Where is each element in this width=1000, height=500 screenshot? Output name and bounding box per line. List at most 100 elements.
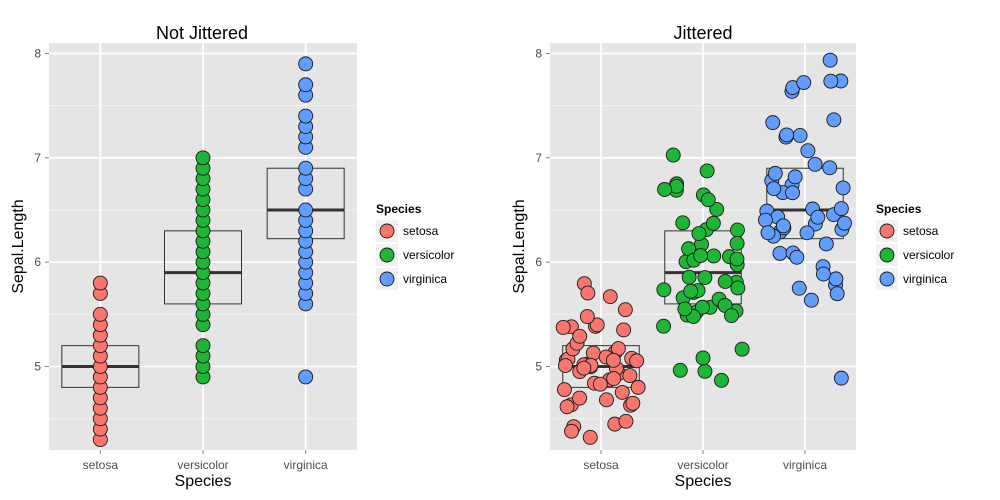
- data-point: [730, 222, 745, 238]
- legend-item-virginica: virginica: [376, 268, 447, 290]
- data-point: [656, 318, 672, 334]
- data-point: [589, 317, 605, 333]
- data-point: [675, 215, 691, 231]
- data-point: [772, 245, 788, 261]
- data-point: [826, 112, 842, 128]
- data-point: [829, 286, 845, 302]
- y-tick-label: 6: [535, 255, 542, 269]
- legend-label: setosa: [903, 224, 939, 238]
- data-point: [630, 379, 646, 395]
- data-point: [833, 201, 849, 217]
- data-point: [657, 182, 673, 197]
- x-axis-title: Species: [175, 473, 232, 490]
- data-point: [691, 226, 707, 241]
- data-point: [705, 215, 721, 231]
- legend-label: versicolor: [403, 248, 454, 262]
- legend-item-setosa: setosa: [376, 220, 439, 242]
- data-point: [734, 341, 750, 357]
- data-point: [709, 201, 725, 217]
- data-point: [580, 285, 596, 301]
- data-point: [585, 345, 601, 361]
- data-point: [796, 75, 812, 90]
- y-tick-label: 7: [34, 151, 41, 165]
- data-point: [822, 160, 838, 176]
- data-point: [757, 212, 773, 228]
- data-point: [298, 56, 314, 72]
- legend-item-versicolor: versicolor: [376, 244, 454, 266]
- data-point: [803, 292, 819, 308]
- data-point: [792, 128, 808, 143]
- data-point: [699, 163, 715, 179]
- data-point: [775, 218, 791, 234]
- data-point: [572, 328, 588, 344]
- data-point: [298, 77, 314, 93]
- legend-item-versicolor: versicolor: [876, 244, 954, 266]
- data-point: [681, 269, 697, 285]
- data-point: [298, 160, 314, 176]
- points-virginica: [298, 56, 314, 385]
- data-point: [822, 52, 838, 68]
- points-setosa: [92, 275, 108, 448]
- data-point: [837, 215, 852, 231]
- legend-key-marker: [379, 223, 395, 239]
- x-axis-title: Species: [675, 473, 732, 490]
- y-axis-title: Sepal.Length: [511, 199, 528, 293]
- chart-panel-1: 5 6 7 8 setosa versicolor virginica Jittered Spe…: [511, 23, 954, 490]
- y-tick-label: 5: [535, 360, 542, 374]
- x-tick-label: versicolor: [177, 458, 228, 472]
- data-point: [592, 376, 608, 392]
- data-point: [629, 353, 645, 369]
- data-point: [556, 382, 572, 398]
- data-point: [791, 280, 807, 296]
- chart-title: Jittered: [673, 23, 732, 43]
- data-point: [605, 352, 621, 368]
- data-point: [195, 338, 211, 354]
- data-point: [818, 236, 834, 252]
- data-point: [572, 390, 588, 406]
- legend-label: setosa: [403, 224, 439, 238]
- y-tick-label: 5: [34, 360, 41, 374]
- chart-title: Not Jittered: [156, 23, 248, 43]
- legend-item-virginica: virginica: [876, 268, 947, 290]
- points-versicolor: [195, 150, 211, 385]
- legend-label: versicolor: [903, 248, 954, 262]
- data-point: [298, 202, 314, 218]
- data-point: [765, 115, 781, 131]
- data-point: [665, 147, 681, 163]
- x-tick-label: virginica: [783, 458, 827, 472]
- data-point: [766, 181, 782, 197]
- data-point: [677, 301, 693, 317]
- legend-item-setosa: setosa: [876, 220, 939, 242]
- data-point: [672, 362, 688, 378]
- data-point: [617, 302, 633, 318]
- data-point: [557, 358, 573, 373]
- data-point: [602, 289, 618, 305]
- data-point: [717, 274, 733, 289]
- data-point: [697, 363, 713, 379]
- data-point: [823, 73, 839, 89]
- data-point: [606, 371, 622, 387]
- data-point: [695, 299, 710, 315]
- data-point: [789, 249, 805, 265]
- x-tick-label: setosa: [83, 458, 119, 472]
- data-point: [656, 282, 672, 298]
- legend: Species setosa versicolor virginica: [876, 202, 954, 290]
- y-tick-label: 8: [34, 46, 41, 60]
- legend-label: virginica: [903, 272, 947, 286]
- x-tick-label: virginica: [284, 458, 328, 472]
- data-point: [760, 225, 776, 241]
- data-point: [799, 225, 815, 241]
- data-point: [800, 143, 816, 159]
- x-tick-label: versicolor: [677, 458, 728, 472]
- data-point: [700, 192, 716, 208]
- data-point: [785, 185, 801, 201]
- data-point: [833, 370, 849, 386]
- data-point: [835, 180, 851, 196]
- data-point: [729, 251, 745, 267]
- data-point: [576, 360, 592, 376]
- data-point: [807, 156, 823, 172]
- legend-key-marker: [879, 247, 895, 263]
- y-tick-label: 7: [535, 151, 542, 165]
- data-point: [559, 399, 575, 415]
